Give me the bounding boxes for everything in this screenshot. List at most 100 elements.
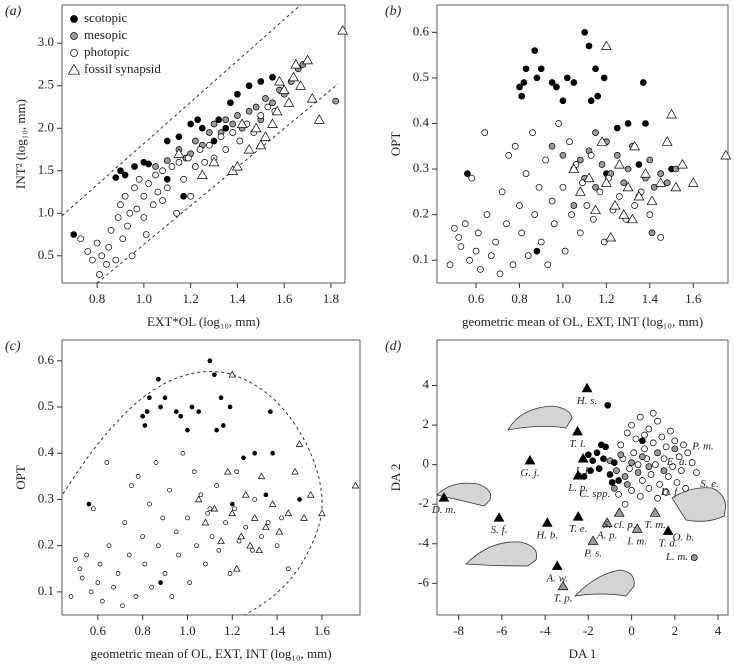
circle-point <box>590 215 597 223</box>
circle-point <box>70 15 78 23</box>
circle-point <box>229 120 237 128</box>
circle-point <box>257 78 265 85</box>
circle-point <box>516 202 523 209</box>
point-label: S. cl. p. <box>603 519 636 531</box>
triangle-point <box>217 537 225 544</box>
circle-point <box>531 47 539 54</box>
triangle-point <box>268 500 277 507</box>
x-tick-label: 1.0 <box>555 291 571 306</box>
triangle-point <box>288 71 299 82</box>
triangle-point <box>649 507 661 517</box>
circle-point <box>117 167 124 175</box>
circle-point <box>269 99 276 107</box>
circle-point <box>154 188 162 196</box>
x-tick-label: 0.6 <box>468 291 485 306</box>
circle-point <box>210 137 218 145</box>
circle-point <box>207 506 213 512</box>
circle-point <box>579 179 586 187</box>
circle-point <box>654 449 661 457</box>
triangle-point <box>631 523 643 533</box>
circle-point <box>155 543 161 549</box>
circle-point <box>252 497 258 502</box>
circle-point <box>144 409 150 414</box>
circle-point <box>264 103 272 111</box>
circle-point <box>682 485 689 492</box>
legend-label: mesopic <box>84 27 128 42</box>
circle-point <box>205 510 210 516</box>
triangle-point <box>236 118 248 128</box>
triangle-point <box>676 159 688 169</box>
panel-label: (b) <box>385 4 402 19</box>
circle-point <box>79 575 85 581</box>
triangle-point <box>583 172 595 183</box>
circle-point <box>457 243 465 250</box>
circle-point <box>121 192 129 200</box>
circle-point <box>126 552 132 558</box>
circle-point <box>587 97 595 105</box>
triangle-point <box>438 492 450 502</box>
y-tick-label: 0.1 <box>38 583 54 598</box>
circle-point <box>672 165 680 173</box>
circle-point <box>553 83 560 91</box>
circle-point <box>585 42 593 50</box>
circle-point <box>634 461 642 468</box>
circle-point <box>533 247 541 255</box>
circle-point <box>600 74 608 82</box>
y-tick-label: 0 <box>423 456 430 471</box>
triangle-point <box>629 140 641 151</box>
circle-point <box>645 463 653 470</box>
circle-point <box>140 192 148 200</box>
triangle-point <box>255 546 263 554</box>
circle-point <box>594 92 602 100</box>
triangle-point <box>194 495 203 503</box>
y-tick-label: 1.0 <box>38 204 54 219</box>
circle-point <box>537 65 545 73</box>
circle-point <box>628 421 635 429</box>
circle-point <box>97 561 103 567</box>
triangle-point <box>574 186 586 196</box>
circle-point <box>595 465 603 472</box>
circle-point <box>185 427 190 433</box>
circle-point <box>207 358 213 364</box>
triangle-point <box>633 190 645 201</box>
x-tick-label: 2 <box>672 623 679 638</box>
circle-point <box>483 211 491 218</box>
circle-point <box>198 124 206 132</box>
circle-point <box>503 220 510 228</box>
circle-point <box>662 488 670 496</box>
annotation: C. spp. <box>579 488 610 500</box>
y-axis-label: OPT <box>388 132 403 157</box>
circle-point <box>548 197 556 205</box>
triangle-point <box>618 209 630 219</box>
point-label: T. d. <box>659 537 678 549</box>
circle-point <box>598 161 606 168</box>
x-tick-label: 1.0 <box>136 291 152 306</box>
circle-point <box>152 163 159 170</box>
x-tick-label: 1.6 <box>276 291 293 306</box>
triangle-point <box>302 54 313 65</box>
triangle-point <box>572 425 583 436</box>
triangle-point <box>655 177 667 187</box>
triangle-point <box>557 580 569 591</box>
y-tick-label: -6 <box>418 574 429 589</box>
circle-point <box>613 467 620 474</box>
circle-point <box>217 133 225 141</box>
circle-point <box>163 184 171 192</box>
circle-point <box>570 202 578 209</box>
circle-point <box>152 171 159 179</box>
circle-point <box>587 152 595 159</box>
point-label: H. s. <box>576 395 597 407</box>
x-tick-label: 1.4 <box>229 291 246 306</box>
circle-point <box>68 594 74 599</box>
circle-point <box>592 129 599 136</box>
skull <box>671 487 726 522</box>
x-tick-label: 1.6 <box>685 291 702 306</box>
circle-point <box>657 234 665 241</box>
triangle-point <box>720 149 732 160</box>
skull <box>573 569 635 597</box>
circle-point <box>631 202 638 209</box>
point-label: I. m. <box>626 535 647 547</box>
circle-point <box>559 183 567 191</box>
circle-point <box>505 152 513 159</box>
